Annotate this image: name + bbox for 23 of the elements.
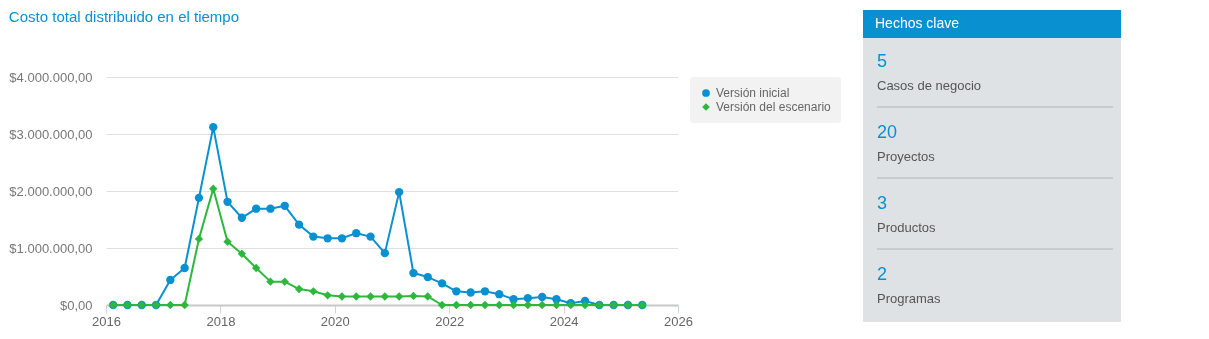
x-tick-label: 2022 bbox=[435, 313, 465, 329]
text: 20 bbox=[877, 122, 898, 142]
legend-label: Versión del escenario bbox=[716, 100, 832, 114]
x-tick-label: 2018 bbox=[206, 313, 236, 329]
text: 2 bbox=[877, 264, 888, 284]
y-tick-label: $3.000.000,00 bbox=[9, 126, 93, 142]
y-tick-label: $2.000.000,00 bbox=[9, 183, 93, 199]
legend-label: Versión inicial bbox=[716, 86, 790, 100]
text: Hechos clave bbox=[875, 15, 960, 31]
x-tick-label: 2016 bbox=[92, 313, 121, 329]
y-tick-label: $1.000.000,00 bbox=[9, 240, 93, 256]
text: Proyectos bbox=[877, 149, 936, 164]
text: 3 bbox=[877, 193, 888, 213]
y-tick-label: $0,00 bbox=[59, 297, 93, 313]
text: Programas bbox=[877, 291, 942, 306]
x-tick-label: 2024 bbox=[549, 313, 579, 329]
y-tick-label: $4.000.000,00 bbox=[9, 69, 93, 85]
chart-title: Costo total distribuido en el tiempo bbox=[8, 8, 240, 25]
x-tick-label: 2020 bbox=[320, 313, 350, 329]
text: 5 bbox=[877, 51, 888, 71]
x-tick-label: 2026 bbox=[664, 313, 693, 329]
text: Casos de negocio bbox=[877, 78, 982, 93]
text: Productos bbox=[877, 220, 937, 235]
